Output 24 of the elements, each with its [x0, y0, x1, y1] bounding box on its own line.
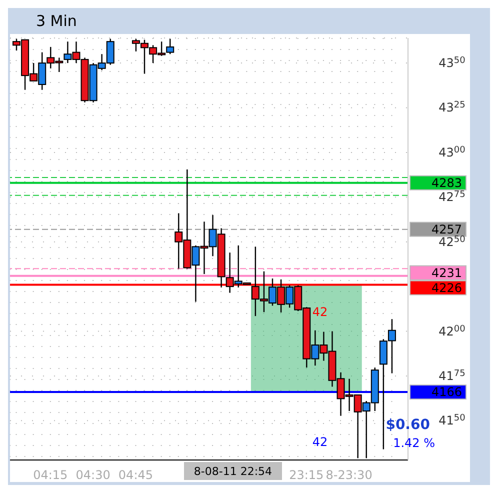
y-tick-label: 43$^{00}$: [438, 145, 466, 160]
y-tick-label: 42$^{50}$: [438, 234, 466, 249]
ref-line-label: 4166: [431, 385, 462, 400]
ref-line-label: 4231: [431, 266, 462, 280]
y-tick-label: 43$^{50}$: [438, 56, 466, 70]
chart-title: 3 Min: [36, 12, 77, 30]
annotation: 1.42 %: [393, 436, 435, 450]
x-tick-label: 04:15: [33, 468, 68, 482]
text: 8-08-11 22:54: [194, 465, 272, 478]
x-tick-label: 04:30: [76, 468, 110, 482]
x-tick-label: 8-23:30: [326, 468, 372, 482]
x-tick-label: 04:45: [118, 468, 154, 482]
ref-line-label: 4226: [431, 280, 462, 295]
ref-line-label: 4283: [431, 176, 462, 190]
ref-line-label: 4257: [431, 222, 462, 236]
y-tick-label: 41$^{50}$: [438, 414, 466, 428]
y-tick-label: 43$^{25}$: [438, 100, 466, 115]
annotation: $0.60: [386, 417, 430, 433]
y-tick-label: 42$^{00}$: [438, 324, 466, 338]
y-tick-label: 41$^{75}$: [438, 368, 466, 383]
y-tick-label: 42$^{75}$: [438, 190, 466, 204]
annotation: 42: [312, 435, 328, 449]
x-tick-label: 23:15: [289, 468, 324, 482]
annotation: 42: [312, 305, 328, 319]
